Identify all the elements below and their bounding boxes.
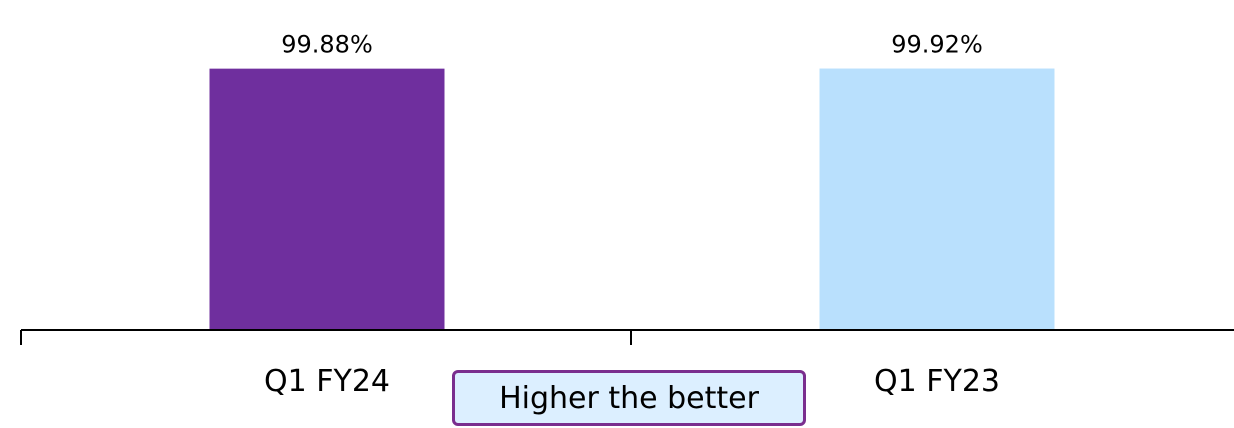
- data-label-q1-fy24: 99.88%: [281, 31, 373, 59]
- data-label-q1-fy23: 99.92%: [891, 31, 983, 59]
- category-label-q1-fy23: Q1 FY23: [874, 364, 1000, 399]
- category-label-q1-fy24: Q1 FY24: [264, 364, 390, 399]
- category-labels-group: Q1 FY24 Q1 FY23: [264, 364, 1000, 399]
- bar-q1-fy23: [819, 68, 1055, 330]
- bar-q1-fy24: [209, 68, 445, 330]
- higher-the-better-note: Higher the better: [452, 370, 806, 426]
- data-labels-group: 99.88% 99.92%: [281, 31, 983, 59]
- bars-group: [209, 68, 1055, 330]
